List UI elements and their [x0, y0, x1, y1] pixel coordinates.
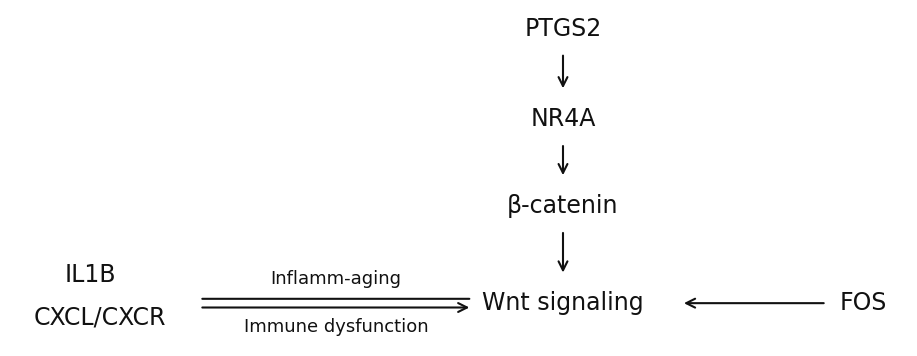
- Text: IL1B: IL1B: [65, 263, 116, 287]
- Text: Wnt signaling: Wnt signaling: [482, 291, 644, 315]
- Text: PTGS2: PTGS2: [525, 16, 602, 41]
- Text: FOS: FOS: [839, 291, 887, 315]
- Text: Immune dysfunction: Immune dysfunction: [244, 318, 428, 336]
- Text: CXCL/CXCR: CXCL/CXCR: [33, 305, 166, 329]
- Text: NR4A: NR4A: [530, 107, 596, 131]
- Text: Inflamm-aging: Inflamm-aging: [271, 271, 402, 288]
- Text: β-catenin: β-catenin: [507, 194, 619, 218]
